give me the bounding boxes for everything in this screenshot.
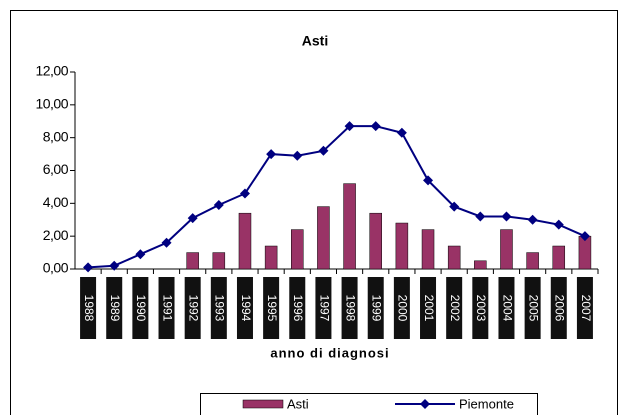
x-tick-label-bg	[106, 277, 123, 339]
line-marker	[423, 175, 434, 186]
bar	[317, 206, 330, 270]
x-tick-label: 1991	[160, 295, 174, 322]
x-tick-label-bg	[498, 277, 515, 339]
x-tick-label: 1999	[370, 295, 384, 322]
line-marker	[475, 211, 486, 222]
x-tick-label-bg	[367, 277, 384, 339]
x-tick-label-bg	[472, 277, 489, 339]
x-tick-label-bg	[236, 277, 253, 339]
chart-frame	[10, 10, 618, 415]
x-tick-label-bg	[524, 277, 541, 339]
x-tick-label-bg	[420, 277, 437, 339]
bar	[500, 229, 513, 270]
legend-box	[200, 393, 538, 415]
x-tick-label-bg	[341, 277, 358, 339]
y-tick-label: 10,00	[35, 96, 68, 112]
bar	[369, 212, 382, 270]
x-tick-label: 1990	[134, 295, 148, 322]
x-tick-label-bg	[393, 277, 410, 339]
x-tick-label: 2000	[396, 295, 410, 322]
line-marker	[109, 260, 120, 271]
x-tick-label-bg	[210, 277, 227, 339]
x-tick-label: 2006	[553, 295, 567, 322]
line-marker	[318, 145, 329, 156]
x-tick-label: 1989	[108, 295, 122, 322]
x-tick-label: 2003	[474, 295, 488, 322]
x-tick-label-bg	[446, 277, 463, 339]
x-tick-label: 2005	[526, 295, 540, 322]
bar	[343, 183, 356, 270]
line-marker	[527, 214, 538, 225]
y-tick-label: 8,00	[43, 128, 69, 144]
bar	[552, 245, 566, 270]
y-tick-label: 6,00	[43, 161, 69, 177]
bar	[395, 222, 409, 270]
bar	[526, 252, 539, 270]
x-tick-label-bg	[158, 277, 175, 339]
legend-marker	[420, 399, 430, 409]
x-tick-label-bg	[315, 277, 332, 339]
x-tick-label: 1988	[82, 295, 96, 322]
bar	[186, 252, 199, 270]
bar	[447, 245, 461, 270]
x-tick-label: 2007	[579, 295, 593, 322]
bar	[474, 260, 487, 270]
y-tick-label: 2,00	[43, 227, 69, 243]
x-tick-label: 2002	[448, 295, 462, 322]
line-marker	[501, 211, 512, 222]
line-marker	[213, 199, 224, 210]
x-tick-label: 1993	[213, 295, 227, 322]
x-tick-label-bg	[576, 277, 593, 339]
x-tick-label-bg	[263, 277, 280, 339]
line-marker	[266, 149, 277, 160]
x-tick-label-bg	[80, 277, 97, 339]
x-tick-label-bg	[184, 277, 201, 339]
x-tick-label: 1997	[317, 295, 331, 322]
x-tick-label-bg	[550, 277, 567, 339]
line-marker	[239, 188, 250, 199]
x-tick-label: 1994	[239, 295, 253, 322]
line-marker	[370, 121, 381, 132]
bar	[421, 229, 435, 270]
x-axis-title: anno di diagnosi	[270, 345, 389, 360]
line-marker	[292, 150, 303, 161]
y-tick-label: 4,00	[43, 194, 69, 210]
line-marker	[161, 237, 172, 248]
line-marker	[553, 219, 564, 230]
bar	[264, 245, 278, 270]
line-marker	[449, 201, 460, 212]
line-marker	[579, 231, 590, 242]
line-marker	[344, 121, 355, 132]
x-tick-label: 1995	[265, 295, 279, 322]
line-marker	[83, 262, 94, 273]
x-tick-label: 1998	[343, 295, 357, 322]
x-tick-label: 1996	[291, 295, 305, 322]
chart-title: Asti	[302, 33, 328, 49]
line-marker	[396, 127, 407, 138]
x-tick-label: 1992	[187, 295, 201, 322]
y-tick-label: 12,00	[35, 63, 68, 79]
legend-swatch	[242, 399, 284, 409]
bar	[238, 212, 252, 270]
legend-label: Piemonte	[459, 396, 514, 411]
legend-label: Asti	[287, 396, 309, 411]
line-marker	[135, 249, 146, 260]
line-marker	[187, 213, 198, 224]
x-tick-label-bg	[289, 277, 306, 339]
x-tick-label: 2004	[500, 295, 514, 322]
bar	[212, 252, 226, 270]
bar	[291, 229, 304, 270]
x-tick-label-bg	[132, 277, 149, 339]
x-tick-label: 2001	[422, 295, 436, 322]
y-tick-label: 0,00	[43, 260, 69, 276]
